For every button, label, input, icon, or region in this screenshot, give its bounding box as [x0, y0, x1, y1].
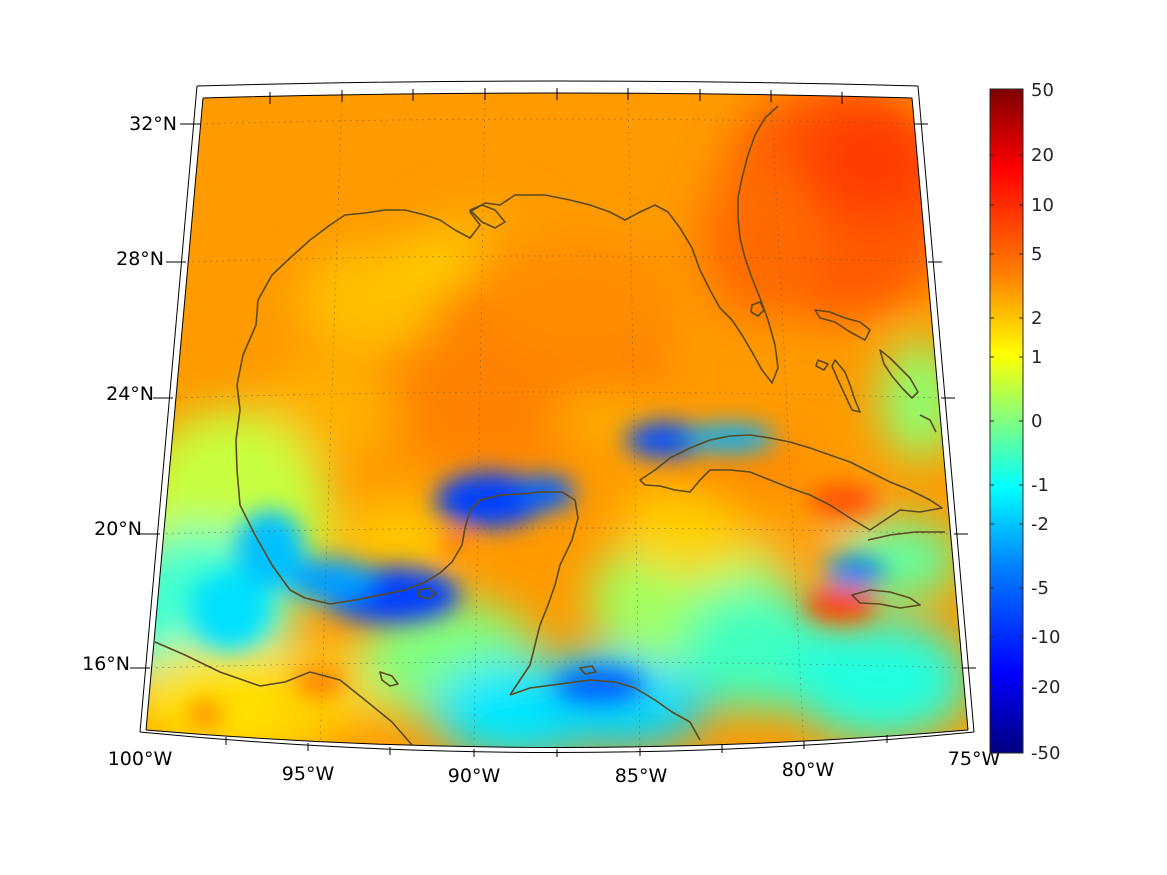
lon-label: 75°W — [948, 748, 1001, 770]
colorbar-tick-label: 50 — [1031, 80, 1054, 101]
lon-label: 80°W — [782, 759, 835, 781]
graticule — [149, 93, 963, 748]
colorbar-tick-label: -50 — [1031, 743, 1060, 764]
colorbar-tick-label: -1 — [1031, 475, 1049, 496]
colorbar-tick-label: 20 — [1031, 145, 1054, 166]
colorbar-tick-label: 0 — [1031, 411, 1042, 432]
colorbar-tick-label: 2 — [1031, 308, 1042, 329]
colorbar-tick-label: -20 — [1031, 677, 1060, 698]
lon-label: 100°W — [108, 748, 173, 770]
lat-label: 32°N — [129, 113, 177, 135]
map-field — [146, 93, 968, 748]
colorbar-tick-label: 5 — [1031, 244, 1042, 265]
lon-label: 90°W — [448, 765, 501, 787]
colorbar-tick-label: 10 — [1031, 195, 1054, 216]
lat-label: 16°N — [82, 653, 130, 675]
colorbar-tick-label: -10 — [1031, 627, 1060, 648]
colorbar: 50 20 10 5 2 1 0 -1 -2 -5 -10 -20 -50 — [989, 80, 1060, 764]
lon-label: 85°W — [615, 765, 668, 787]
lat-label: 20°N — [94, 518, 142, 540]
coastlines — [154, 105, 945, 746]
colorbar-tick-label: -2 — [1031, 514, 1049, 535]
colorbar-gradient — [989, 88, 1024, 754]
colorbar-tick-label: -5 — [1031, 578, 1049, 599]
lat-label: 24°N — [106, 383, 154, 405]
lat-label: 28°N — [116, 248, 164, 270]
map-frame — [130, 80, 976, 757]
lon-label: 95°W — [282, 763, 335, 785]
colorbar-tick-label: 1 — [1031, 347, 1042, 368]
longitude-labels: 100°W 95°W 90°W 85°W 80°W 75°W — [108, 748, 1001, 787]
latitude-labels: 32°N 28°N 24°N 20°N 16°N — [82, 113, 177, 675]
